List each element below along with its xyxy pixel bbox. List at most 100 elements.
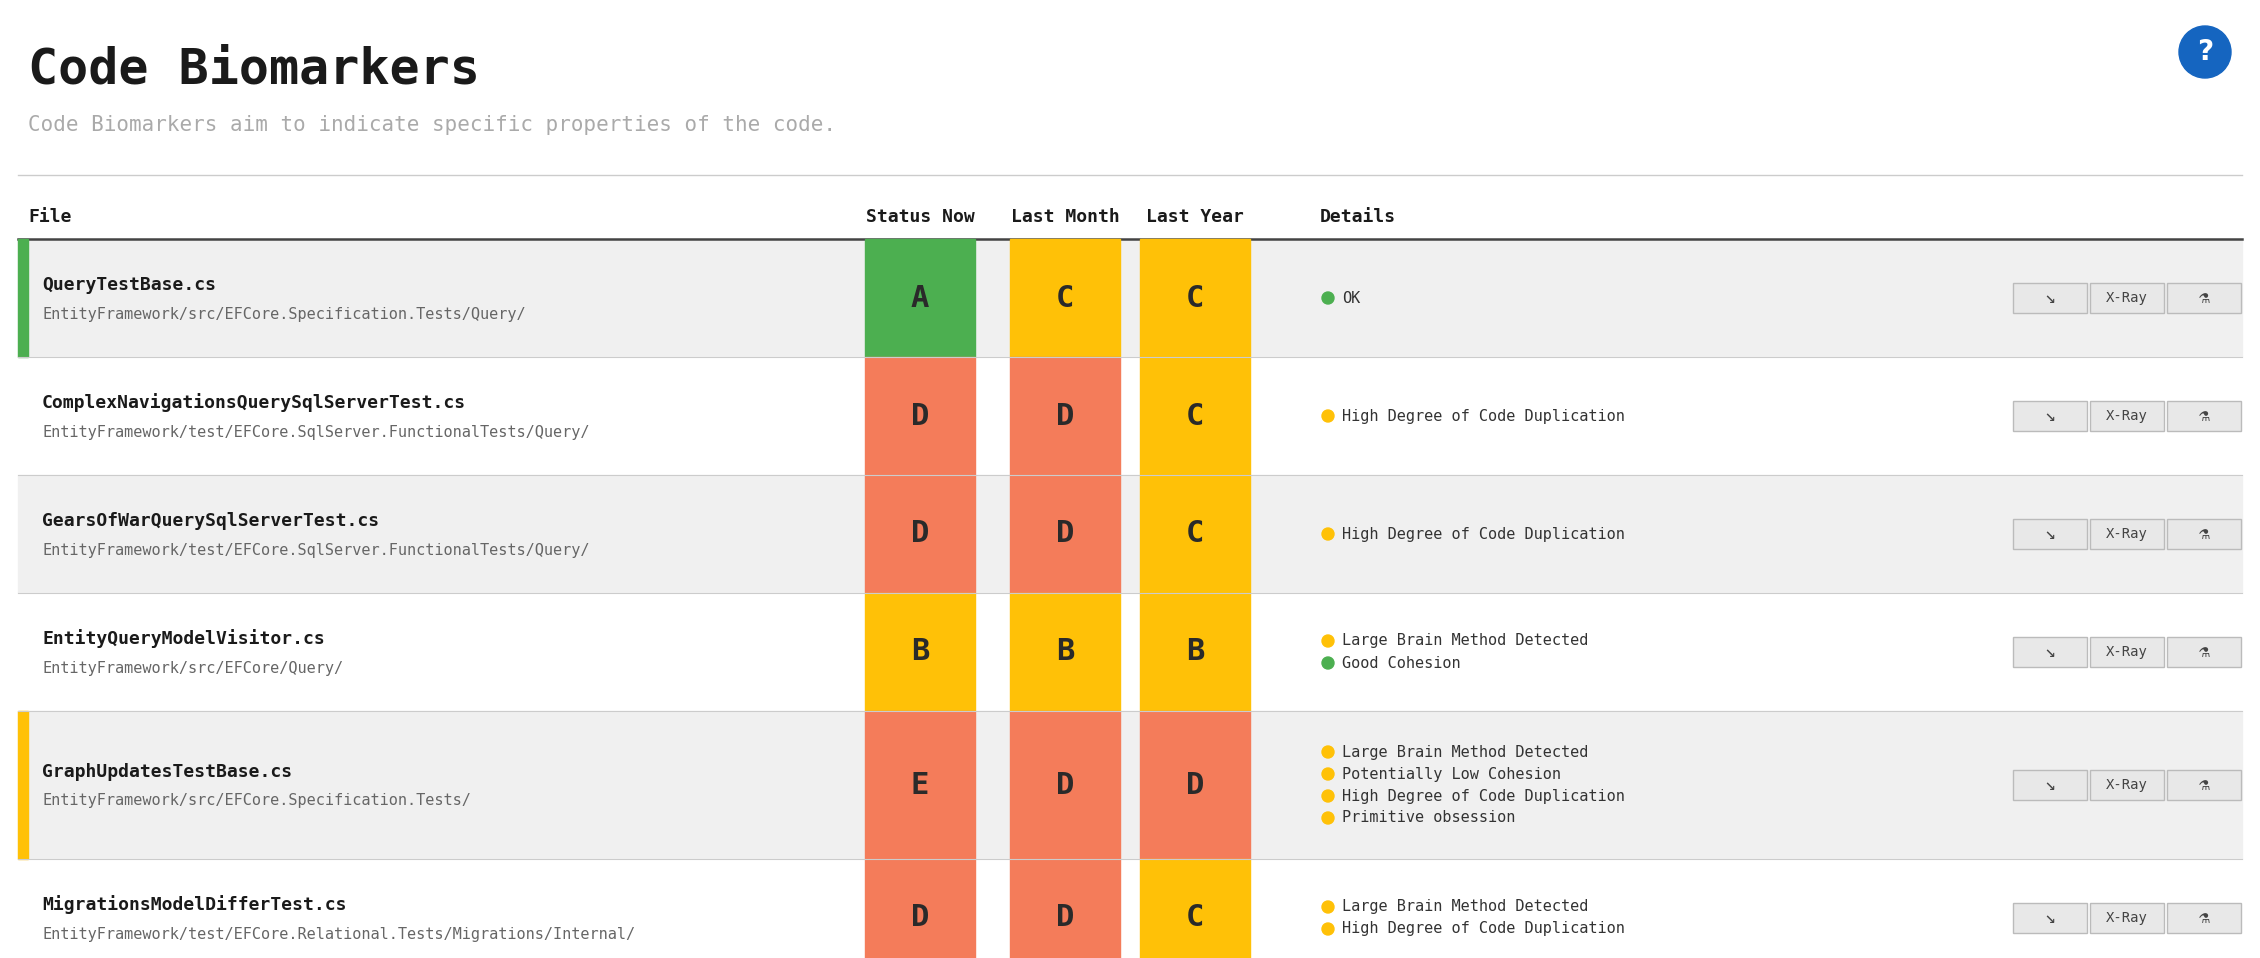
Text: C: C xyxy=(1186,903,1205,932)
Text: ↘: ↘ xyxy=(2045,289,2054,307)
Bar xyxy=(1010,357,1121,475)
Text: ?: ? xyxy=(2197,38,2213,66)
Bar xyxy=(18,239,2242,357)
FancyBboxPatch shape xyxy=(2090,401,2165,431)
Text: High Degree of Code Duplication: High Degree of Code Duplication xyxy=(1342,922,1625,937)
Bar xyxy=(1010,593,1121,711)
Text: ↘: ↘ xyxy=(2045,909,2054,927)
Text: ⚗: ⚗ xyxy=(2199,525,2210,543)
Text: Large Brain Method Detected: Large Brain Method Detected xyxy=(1342,900,1589,915)
Text: ⚗: ⚗ xyxy=(2199,289,2210,307)
Text: EntityFramework/src/EFCore/Query/: EntityFramework/src/EFCore/Query/ xyxy=(43,660,344,675)
Circle shape xyxy=(1322,812,1333,824)
Bar xyxy=(1010,859,1121,958)
Text: ↘: ↘ xyxy=(2045,776,2054,794)
Text: C: C xyxy=(1186,284,1205,312)
Text: Good Cohesion: Good Cohesion xyxy=(1342,655,1460,671)
Bar xyxy=(18,239,27,357)
Text: Code Biomarkers: Code Biomarkers xyxy=(27,45,479,93)
Bar xyxy=(1010,475,1121,593)
Text: D: D xyxy=(1055,401,1074,430)
FancyBboxPatch shape xyxy=(2090,770,2165,800)
Text: Primitive obsession: Primitive obsession xyxy=(1342,810,1516,826)
Text: EntityFramework/test/EFCore.Relational.Tests/Migrations/Internal/: EntityFramework/test/EFCore.Relational.T… xyxy=(43,926,635,942)
FancyBboxPatch shape xyxy=(2167,401,2242,431)
Text: B: B xyxy=(1186,637,1205,667)
FancyBboxPatch shape xyxy=(2090,903,2165,933)
FancyBboxPatch shape xyxy=(2167,283,2242,313)
FancyBboxPatch shape xyxy=(2167,519,2242,549)
FancyBboxPatch shape xyxy=(2090,637,2165,667)
Text: X-Ray: X-Ray xyxy=(2106,911,2147,925)
Bar xyxy=(1139,239,1250,357)
Text: QueryTestBase.cs: QueryTestBase.cs xyxy=(43,276,217,294)
Text: C: C xyxy=(1186,401,1205,430)
Text: X-Ray: X-Ray xyxy=(2106,778,2147,792)
Text: ⚗: ⚗ xyxy=(2199,909,2210,927)
Bar xyxy=(18,475,2242,593)
Text: D: D xyxy=(911,519,929,549)
FancyBboxPatch shape xyxy=(2014,903,2086,933)
Text: Potentially Low Cohesion: Potentially Low Cohesion xyxy=(1342,766,1562,782)
Circle shape xyxy=(1322,790,1333,802)
Text: ⚗: ⚗ xyxy=(2199,407,2210,425)
Text: ComplexNavigationsQuerySqlServerTest.cs: ComplexNavigationsQuerySqlServerTest.cs xyxy=(43,394,466,413)
Circle shape xyxy=(1322,528,1333,540)
Bar xyxy=(18,357,2242,475)
Circle shape xyxy=(1322,923,1333,935)
Text: Last Year: Last Year xyxy=(1146,208,1243,226)
Bar xyxy=(866,593,974,711)
Text: A: A xyxy=(911,284,929,312)
Circle shape xyxy=(1322,410,1333,422)
Text: Last Month: Last Month xyxy=(1010,208,1119,226)
Circle shape xyxy=(1322,657,1333,669)
Text: ⚗: ⚗ xyxy=(2199,643,2210,661)
Text: D: D xyxy=(911,401,929,430)
Text: X-Ray: X-Ray xyxy=(2106,409,2147,423)
Text: ↘: ↘ xyxy=(2045,407,2054,425)
FancyBboxPatch shape xyxy=(2014,401,2086,431)
Bar xyxy=(1139,859,1250,958)
Text: C: C xyxy=(1186,519,1205,549)
Bar xyxy=(18,711,2242,859)
FancyBboxPatch shape xyxy=(2014,283,2086,313)
Bar xyxy=(1139,593,1250,711)
Bar xyxy=(1139,711,1250,859)
Text: EntityFramework/src/EFCore.Specification.Tests/: EntityFramework/src/EFCore.Specification… xyxy=(43,793,470,809)
Circle shape xyxy=(1322,746,1333,758)
FancyBboxPatch shape xyxy=(2014,770,2086,800)
Text: B: B xyxy=(911,637,929,667)
Text: High Degree of Code Duplication: High Degree of Code Duplication xyxy=(1342,408,1625,423)
Circle shape xyxy=(1322,635,1333,647)
Text: ↘: ↘ xyxy=(2045,643,2054,661)
FancyBboxPatch shape xyxy=(2167,903,2242,933)
Text: GearsOfWarQuerySqlServerTest.cs: GearsOfWarQuerySqlServerTest.cs xyxy=(43,512,380,530)
Bar xyxy=(18,859,2242,958)
Text: Large Brain Method Detected: Large Brain Method Detected xyxy=(1342,633,1589,649)
Bar xyxy=(1010,711,1121,859)
Text: Code Biomarkers aim to indicate specific properties of the code.: Code Biomarkers aim to indicate specific… xyxy=(27,115,836,135)
Text: D: D xyxy=(911,903,929,932)
Bar xyxy=(18,593,2242,711)
Text: High Degree of Code Duplication: High Degree of Code Duplication xyxy=(1342,527,1625,541)
Text: X-Ray: X-Ray xyxy=(2106,527,2147,541)
Text: D: D xyxy=(1055,519,1074,549)
Text: D: D xyxy=(1055,770,1074,800)
FancyBboxPatch shape xyxy=(2167,637,2242,667)
Bar xyxy=(866,475,974,593)
FancyBboxPatch shape xyxy=(2014,519,2086,549)
Text: C: C xyxy=(1055,284,1074,312)
FancyBboxPatch shape xyxy=(2090,519,2165,549)
Bar xyxy=(866,711,974,859)
Text: EntityQueryModelVisitor.cs: EntityQueryModelVisitor.cs xyxy=(43,629,325,649)
Text: ⚗: ⚗ xyxy=(2199,776,2210,794)
Text: EntityFramework/test/EFCore.SqlServer.FunctionalTests/Query/: EntityFramework/test/EFCore.SqlServer.Fu… xyxy=(43,424,590,440)
FancyBboxPatch shape xyxy=(2014,637,2086,667)
Text: D: D xyxy=(1055,903,1074,932)
Bar xyxy=(1139,357,1250,475)
Text: EntityFramework/src/EFCore.Specification.Tests/Query/: EntityFramework/src/EFCore.Specification… xyxy=(43,307,527,322)
Text: Details: Details xyxy=(1320,208,1397,226)
Text: EntityFramework/test/EFCore.SqlServer.FunctionalTests/Query/: EntityFramework/test/EFCore.SqlServer.Fu… xyxy=(43,542,590,558)
Bar xyxy=(18,711,27,859)
Circle shape xyxy=(1322,768,1333,780)
